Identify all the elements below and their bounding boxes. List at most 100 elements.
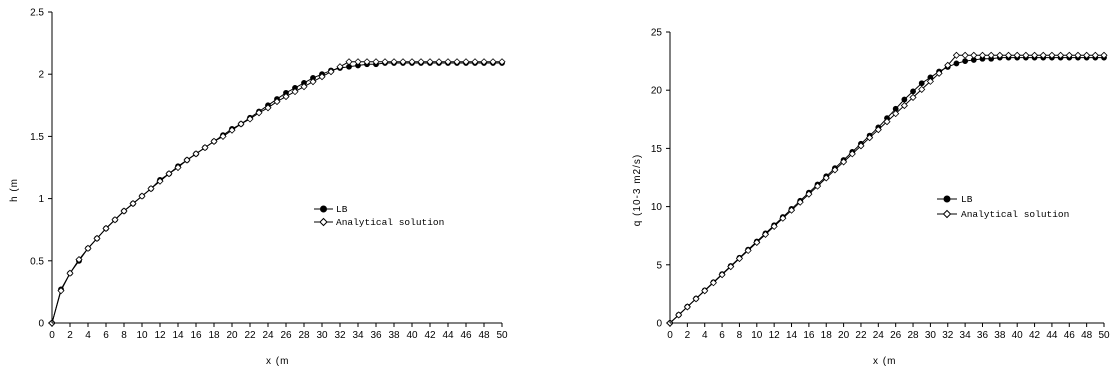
x-tick-label: 28 bbox=[907, 330, 919, 341]
x-tick-label: 42 bbox=[424, 330, 436, 341]
analytical-point bbox=[408, 58, 416, 66]
analytical-point bbox=[744, 246, 752, 255]
x-tick-label: 26 bbox=[280, 330, 292, 341]
x-tick-label: 28 bbox=[298, 330, 310, 341]
series-line-lb bbox=[669, 57, 1104, 324]
analytical-point bbox=[102, 224, 110, 233]
analytical-point bbox=[900, 101, 908, 110]
analytical-point bbox=[156, 177, 164, 185]
analytical-point bbox=[93, 234, 101, 242]
analytical-point bbox=[417, 58, 425, 66]
analytical-point bbox=[336, 63, 344, 71]
analytical-point bbox=[219, 132, 227, 140]
x-tick-label: 4 bbox=[85, 330, 91, 341]
y-tick-label: 1.5 bbox=[30, 132, 44, 143]
analytical-point bbox=[444, 58, 452, 66]
analytical-point bbox=[291, 88, 299, 96]
chart-q-axes bbox=[669, 32, 1104, 324]
x-tick-label: 36 bbox=[977, 330, 989, 341]
analytical-point bbox=[480, 58, 488, 66]
legend-lb-label: LB bbox=[336, 204, 348, 215]
x-tick-label: 34 bbox=[352, 330, 364, 341]
analytical-point bbox=[273, 98, 281, 106]
chart-h: 00.511.522.5 0 2 4 6 8 10 12 14 16 18 20 22 24 26 28 30… bbox=[9, 8, 508, 368]
x-tick-label: 8 bbox=[121, 330, 127, 341]
legend-analytical-label: Analytical solution bbox=[336, 217, 444, 228]
analytical-point bbox=[1083, 51, 1091, 59]
x-tick-label: 6 bbox=[103, 330, 109, 341]
x-tick-label: 22 bbox=[855, 330, 867, 341]
x-tick-label: 18 bbox=[208, 330, 220, 341]
analytical-point bbox=[318, 73, 326, 81]
analytical-point bbox=[174, 163, 182, 172]
analytical-point bbox=[183, 156, 191, 164]
chart-h-x-axis-label: x (m bbox=[266, 356, 289, 367]
y-tick-label: 2.5 bbox=[30, 8, 44, 19]
x-tick-label: 14 bbox=[786, 330, 798, 341]
analytical-point bbox=[246, 115, 254, 123]
analytical-point bbox=[255, 109, 263, 117]
x-tick-label: 24 bbox=[262, 330, 274, 341]
chart-q-y-ticks: 0 5 10 15 20 25 bbox=[651, 28, 670, 330]
y-tick-label: 0 bbox=[38, 319, 44, 330]
chart-q-x-axis-label: x (m bbox=[873, 356, 896, 367]
x-tick-label: 32 bbox=[334, 330, 346, 341]
analytical-point bbox=[874, 126, 882, 134]
x-tick-label: 36 bbox=[370, 330, 382, 341]
lb-point bbox=[953, 60, 960, 67]
analytical-point bbox=[761, 230, 770, 238]
x-tick-label: 0 bbox=[49, 330, 55, 341]
x-tick-label: 42 bbox=[1029, 330, 1041, 341]
analytical-point bbox=[84, 244, 92, 252]
analytical-point bbox=[66, 269, 74, 277]
analytical-point bbox=[138, 192, 146, 200]
analytical-point bbox=[987, 51, 995, 59]
analytical-point bbox=[192, 150, 200, 158]
x-tick-label: 14 bbox=[172, 330, 184, 341]
y-tick-label: 5 bbox=[656, 260, 662, 271]
x-tick-label: 40 bbox=[406, 330, 418, 341]
x-tick-label: 16 bbox=[190, 330, 202, 341]
analytical-point bbox=[675, 311, 683, 319]
chart-h-series bbox=[48, 58, 506, 327]
analytical-point bbox=[978, 51, 987, 59]
analytical-point bbox=[718, 271, 726, 279]
analytical-point bbox=[1030, 51, 1039, 59]
analytical-point bbox=[848, 150, 856, 158]
lb-point bbox=[901, 96, 908, 103]
analytical-point bbox=[692, 295, 700, 303]
analytical-point bbox=[300, 83, 308, 91]
y-tick-label: 0.5 bbox=[30, 256, 44, 267]
chart-h-x-ticks: 0 2 4 6 8 10 12 14 16 18 20 22 24 26 28 30 32 34 36 38 40 42 4… bbox=[49, 323, 508, 341]
y-tick-label: 10 bbox=[651, 202, 663, 213]
analytical-point bbox=[796, 198, 804, 206]
series-line-analytical bbox=[669, 54, 1104, 324]
x-tick-label: 44 bbox=[1046, 330, 1058, 341]
analytical-point bbox=[1091, 51, 1099, 59]
analytical-point bbox=[1100, 51, 1108, 59]
legend-analytical-label: Analytical solution bbox=[961, 209, 1069, 220]
lb-point bbox=[910, 88, 916, 95]
x-tick-label: 20 bbox=[838, 330, 850, 341]
y-tick-label: 1 bbox=[38, 194, 44, 205]
analytical-point bbox=[970, 51, 978, 59]
lb-point bbox=[918, 80, 925, 87]
chart-h-y-ticks: 0 0.5 1 1.5 2 2.5 bbox=[30, 8, 52, 330]
x-tick-label: 18 bbox=[821, 330, 833, 341]
x-tick-label: 12 bbox=[154, 330, 166, 341]
analytical-point bbox=[453, 58, 461, 66]
chart-q-x-ticks: 0 2 4 6 8 10 12 14 16 18 20 22 24 26 28 30 32 34 36 38 40 42 4… bbox=[667, 323, 1110, 341]
analytical-point bbox=[683, 303, 691, 311]
analytical-point bbox=[354, 58, 362, 66]
x-tick-label: 48 bbox=[1081, 330, 1093, 341]
analytical-point bbox=[1004, 51, 1013, 59]
analytical-point bbox=[909, 93, 917, 101]
analytical-point bbox=[120, 207, 128, 215]
analytical-point bbox=[75, 255, 83, 264]
analytical-point bbox=[926, 77, 934, 85]
y-tick-label: 2 bbox=[38, 70, 44, 81]
y-tick-label: 15 bbox=[651, 144, 663, 155]
analytical-point bbox=[147, 185, 155, 193]
analytical-point bbox=[701, 287, 709, 295]
